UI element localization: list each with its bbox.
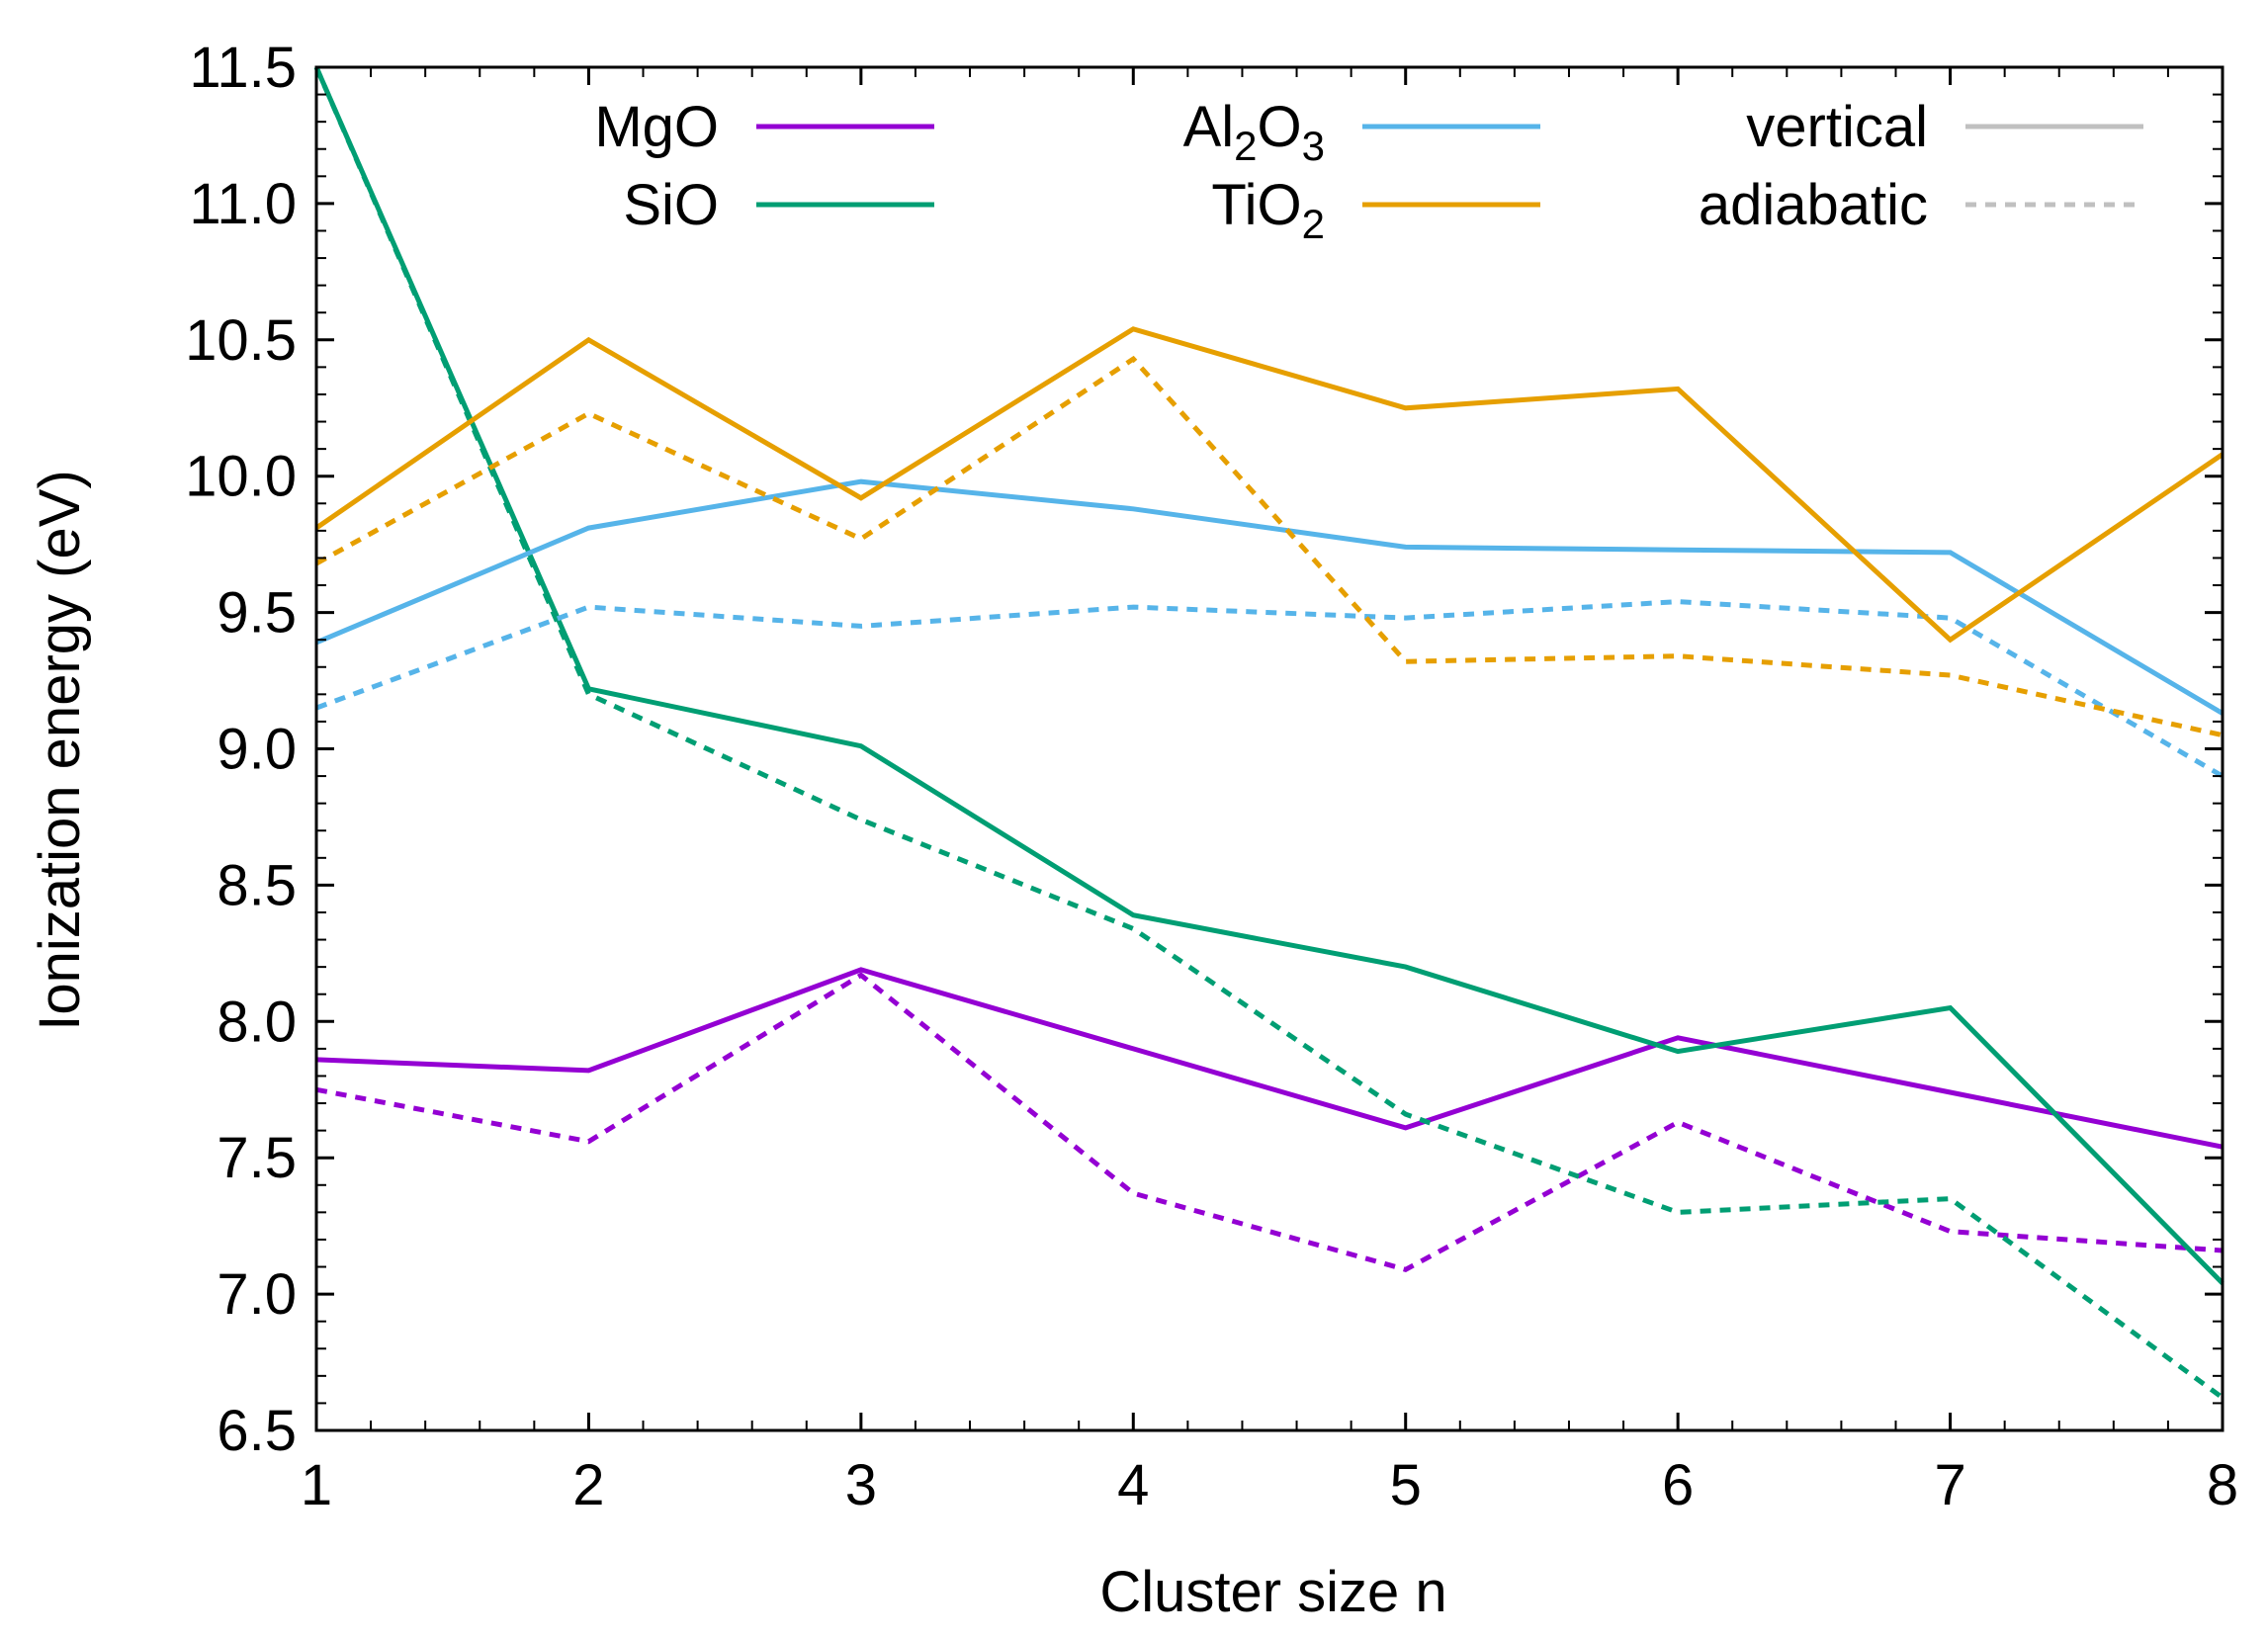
y-tick-label: 10.5 <box>185 308 297 373</box>
x-axis-label: Cluster size n <box>1099 1560 1446 1624</box>
y-tick-label: 7.0 <box>217 1262 297 1327</box>
series-line-al2o3-adiabatic <box>315 599 2224 779</box>
x-tick-label: 7 <box>1934 1453 1965 1517</box>
x-tick-label: 5 <box>1390 1453 1422 1517</box>
series-line-tio2-adiabatic <box>314 355 2224 738</box>
series-line-mgo-vertical <box>315 967 2224 1150</box>
y-tick-label: 7.5 <box>217 1126 297 1190</box>
y-tick-label: 8.0 <box>217 990 297 1054</box>
x-tick-label: 3 <box>845 1453 877 1517</box>
y-tick-label: 9.0 <box>217 718 297 782</box>
legend-label-tio2: TiO2 <box>1211 173 1325 247</box>
x-tick-label: 2 <box>572 1453 604 1517</box>
x-tick-labels: 1 2 3 4 5 6 7 8 <box>301 1453 2238 1517</box>
legend-label-vertical: vertical <box>1746 95 1928 159</box>
y-tick-labels: 6.5 7.0 7.5 8.0 8.5 9.0 9.5 10.0 10.5 11.0 11.5 <box>185 36 297 1463</box>
tick-marks <box>314 65 2224 1432</box>
series-line-mgo-adiabatic <box>315 972 2224 1272</box>
legend-label-sio: SiO <box>623 173 719 237</box>
x-tick-label: 8 <box>2207 1453 2238 1517</box>
series-line-al2o3-vertical <box>315 478 2224 716</box>
legend-label-adiabatic: adiabatic <box>1699 173 1928 237</box>
series-line-sio-adiabatic <box>313 66 2224 1400</box>
x-tick-label: 4 <box>1117 1453 1149 1517</box>
y-tick-label: 8.5 <box>217 853 297 917</box>
x-tick-label: 1 <box>301 1453 332 1517</box>
y-tick-label: 11.0 <box>189 172 297 236</box>
legend-label-al2o3: Al2O3 <box>1183 95 1325 169</box>
legend: MgO SiO Al2O3 TiO2 vertical adiabatic <box>594 95 2143 247</box>
y-tick-label: 9.5 <box>217 581 297 646</box>
y-tick-label: 11.5 <box>189 36 297 100</box>
x-tick-label: 6 <box>1662 1453 1694 1517</box>
plot-frame <box>314 65 2224 1432</box>
legend-label-mgo: MgO <box>594 95 719 159</box>
series-layer <box>313 65 2224 1400</box>
series-line-sio-vertical <box>313 65 2224 1285</box>
series-line-tio2-vertical <box>314 326 2224 644</box>
y-axis-label: Ionization energy (eV) <box>28 470 92 1030</box>
y-tick-label: 6.5 <box>217 1399 297 1463</box>
y-tick-label: 10.0 <box>185 445 297 509</box>
